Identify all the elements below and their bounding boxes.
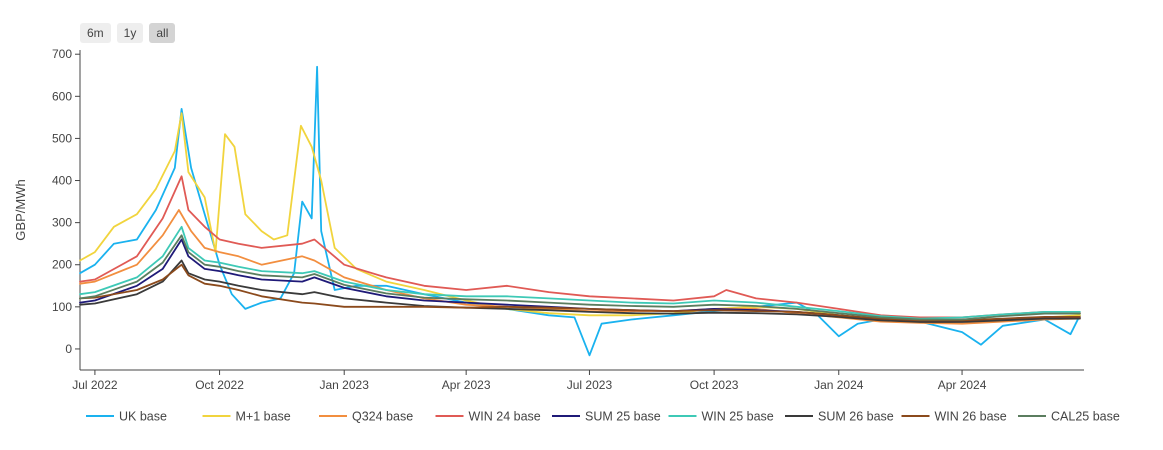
y-tick-label: 200 <box>52 258 72 272</box>
plot-area <box>79 65 1081 357</box>
legend-label: M+1 base <box>236 410 291 424</box>
x-tick-label: Jul 2023 <box>567 378 613 392</box>
legend-label: CAL25 base <box>1051 410 1120 424</box>
y-tick-label: 400 <box>52 174 72 188</box>
x-tick-label: Oct 2023 <box>690 378 739 392</box>
y-tick-label: 700 <box>52 47 72 61</box>
series-line-cal25-base <box>79 234 1081 321</box>
x-tick-label: Jul 2022 <box>72 378 118 392</box>
range-button-1y[interactable]: 1y <box>116 23 144 43</box>
y-tick-label: 600 <box>52 89 72 103</box>
legend-label: SUM 26 base <box>818 410 894 424</box>
y-axis: 0 100 200 300 400 500 600 700 <box>52 47 80 356</box>
x-axis: Jul 2022 Oct 2022 Jan 2023 Apr 2023 Jul 2023… <box>72 370 987 392</box>
x-tick-label: Jan 2023 <box>320 378 370 392</box>
range-button-6m[interactable]: 6m <box>80 23 111 43</box>
series-line-win-25-base <box>79 225 1081 320</box>
range-selector: 6m 1y all <box>80 23 176 43</box>
x-tick-label: Apr 2023 <box>442 378 491 392</box>
legend-item[interactable]: UK base <box>86 410 167 424</box>
legend-label: WIN 26 base <box>935 410 1007 424</box>
legend-item[interactable]: CAL25 base <box>1018 410 1120 424</box>
legend: UK base M+1 base Q324 base WIN 24 base SUM 2… <box>86 410 1120 424</box>
x-tick-label: Jan 2024 <box>814 378 864 392</box>
x-tick-label: Oct 2022 <box>195 378 244 392</box>
x-tick-label: Apr 2024 <box>938 378 987 392</box>
legend-item[interactable]: SUM 26 base <box>785 410 894 424</box>
y-tick-label: 100 <box>52 300 72 314</box>
legend-label: WIN 24 base <box>469 410 541 424</box>
legend-item[interactable]: WIN 24 base <box>435 410 541 424</box>
legend-item[interactable]: WIN 26 base <box>901 410 1007 424</box>
legend-item[interactable]: M+1 base <box>202 410 291 424</box>
y-tick-label: 500 <box>52 131 72 145</box>
y-tick-label: 300 <box>52 216 72 230</box>
legend-item[interactable]: Q324 base <box>319 410 413 424</box>
y-axis-label: GBP/MWh <box>13 179 28 240</box>
series-line-win-26-base <box>79 263 1081 322</box>
series-line-win-24-base <box>79 175 1081 319</box>
y-tick-label: 0 <box>65 342 72 356</box>
series-line-m-1-base <box>79 112 1081 323</box>
legend-label: SUM 25 base <box>585 410 661 424</box>
legend-label: UK base <box>119 410 167 424</box>
series-line-q324-base <box>79 209 1081 325</box>
range-button-all[interactable]: all <box>149 23 176 43</box>
legend-item[interactable]: SUM 25 base <box>552 410 661 424</box>
legend-item[interactable]: WIN 25 base <box>668 410 774 424</box>
legend-label: Q324 base <box>352 410 413 424</box>
legend-label: WIN 25 base <box>702 410 774 424</box>
